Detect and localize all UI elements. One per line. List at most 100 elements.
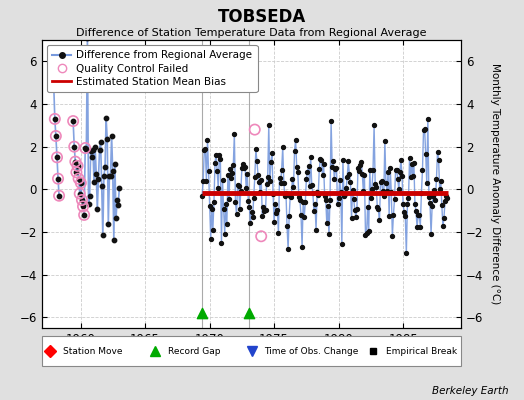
- Point: [439, 223, 447, 230]
- Point: [415, 212, 423, 218]
- Point: [392, 166, 401, 173]
- Point: [348, 186, 357, 193]
- Point: [81, 145, 90, 151]
- Point: [312, 227, 320, 233]
- FancyBboxPatch shape: [42, 336, 461, 366]
- Point: [335, 176, 344, 183]
- Point: [219, 177, 227, 184]
- Point: [356, 162, 364, 168]
- Point: [199, 178, 208, 184]
- Point: [232, 210, 241, 217]
- Point: [201, 145, 210, 152]
- Point: [74, 176, 83, 182]
- Point: [83, 35, 92, 42]
- Point: [69, 118, 78, 124]
- Point: [395, 186, 403, 193]
- Point: [360, 172, 368, 178]
- Point: [420, 126, 429, 132]
- Point: [376, 179, 385, 185]
- Point: [400, 209, 408, 215]
- Point: [249, 194, 258, 201]
- Point: [421, 150, 430, 157]
- Point: [216, 156, 225, 162]
- Point: [258, 213, 267, 219]
- Point: [274, 230, 282, 236]
- Point: [268, 150, 276, 156]
- Point: [324, 202, 332, 209]
- Point: [410, 160, 418, 166]
- Point: [114, 201, 123, 208]
- Point: [380, 138, 389, 144]
- Point: [272, 210, 280, 216]
- Point: [71, 158, 80, 165]
- Point: [112, 215, 120, 222]
- Point: [309, 190, 317, 196]
- Point: [303, 169, 312, 175]
- Point: [217, 240, 226, 246]
- Point: [401, 212, 409, 219]
- Point: [408, 161, 416, 167]
- Point: [363, 230, 371, 236]
- Point: [351, 206, 359, 213]
- Point: [431, 197, 440, 203]
- Point: [313, 189, 321, 195]
- Point: [255, 179, 263, 185]
- Point: [265, 122, 273, 128]
- Point: [52, 133, 60, 139]
- Point: [366, 166, 374, 173]
- Point: [204, 168, 213, 174]
- Text: Station Move: Station Move: [63, 346, 123, 356]
- Point: [379, 193, 388, 199]
- Point: [296, 196, 304, 203]
- Point: [80, 212, 89, 218]
- Point: [51, 116, 59, 122]
- Point: [294, 194, 303, 200]
- Point: [86, 148, 95, 154]
- Point: [241, 164, 249, 170]
- Point: [314, 192, 322, 198]
- Point: [385, 213, 394, 220]
- Point: [75, 190, 84, 197]
- Point: [435, 186, 444, 192]
- Point: [91, 144, 100, 150]
- Point: [290, 147, 299, 154]
- Point: [427, 231, 435, 237]
- Point: [307, 154, 315, 160]
- Point: [297, 212, 305, 218]
- Point: [252, 146, 260, 152]
- Point: [344, 158, 353, 165]
- Point: [85, 193, 94, 199]
- Point: [225, 196, 233, 202]
- Text: TOBSEDA: TOBSEDA: [218, 8, 306, 26]
- Point: [230, 131, 238, 137]
- Point: [417, 190, 425, 196]
- Point: [231, 198, 239, 205]
- Point: [102, 115, 111, 122]
- Point: [354, 164, 362, 171]
- Point: [212, 152, 220, 158]
- Point: [223, 220, 231, 227]
- Point: [325, 231, 333, 237]
- Point: [326, 196, 334, 203]
- Point: [407, 174, 415, 180]
- Point: [80, 212, 89, 218]
- Point: [52, 133, 60, 139]
- Point: [304, 162, 313, 169]
- Point: [94, 176, 103, 182]
- Point: [390, 196, 399, 202]
- Point: [104, 220, 113, 227]
- Legend: Difference from Regional Average, Quality Control Failed, Estimated Station Mean: Difference from Regional Average, Qualit…: [47, 45, 257, 92]
- Text: Berkeley Earth: Berkeley Earth: [432, 386, 508, 396]
- Point: [329, 157, 337, 164]
- Point: [386, 165, 395, 171]
- Point: [50, 84, 58, 90]
- Point: [405, 195, 413, 201]
- Point: [300, 214, 309, 220]
- Point: [236, 206, 244, 213]
- Point: [355, 168, 363, 174]
- Point: [441, 198, 449, 204]
- Point: [101, 164, 109, 170]
- Text: Record Gap: Record Gap: [168, 346, 220, 356]
- Point: [266, 178, 274, 184]
- Point: [373, 204, 381, 210]
